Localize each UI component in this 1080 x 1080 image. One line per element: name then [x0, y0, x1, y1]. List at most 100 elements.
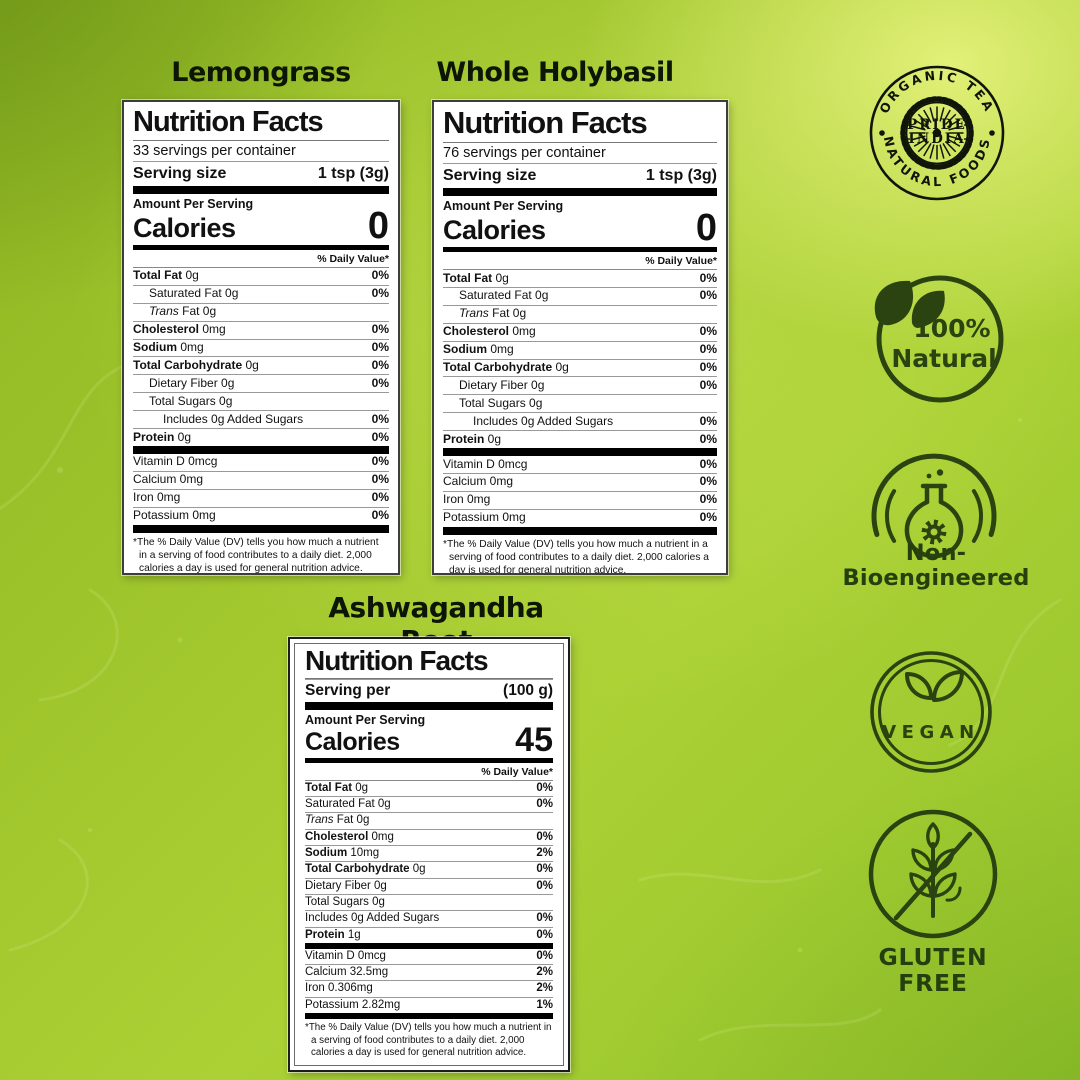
nutrient-row: Iron 0mg 0%	[443, 490, 717, 509]
gear-glyph	[921, 519, 947, 545]
non-bioengineered-caption: Non- Bioengineered	[840, 541, 1032, 591]
thick-divider	[443, 187, 717, 196]
nutrient-row: Dietary Fiber 0g 0%	[133, 374, 389, 392]
thick-divider	[305, 1013, 553, 1020]
micronutrient-rows: Vitamin D 0mcg 0% Calcium 0mg 0% Iron 0mg 0% P…	[443, 456, 717, 527]
nutrient-row: Calcium 0mg 0%	[133, 470, 389, 489]
nutrient-row: Saturated Fat 0g 0%	[443, 286, 717, 305]
logo-sunburst-rays	[910, 106, 964, 160]
calories-label: Calories	[133, 212, 236, 243]
nutrient-row: Includes 0g Added Sugars 0%	[305, 910, 553, 926]
flask-gear-icon	[871, 453, 997, 559]
calories-value: 45	[515, 720, 553, 759]
calories-value: 0	[695, 206, 717, 249]
serving-size-row: Serving size 1 tsp (3g)	[443, 164, 717, 188]
thick-divider	[133, 185, 389, 194]
nutrient-row: Sodium 10mg 2%	[305, 844, 553, 861]
nutrient-row: Total Fat 0g 0%	[133, 268, 389, 283]
nutrient-row: Includes 0g Added Sugars 0%	[443, 412, 717, 430]
vegan-label: VEGAN	[882, 722, 980, 743]
nutrient-row: Potassium 2.82mg 1%	[305, 996, 553, 1013]
nutrient-row: Iron 0.306mg 2%	[305, 980, 553, 996]
serving-size-value: 1 tsp (3g)	[645, 166, 717, 184]
nutrient-row: Includes 0g Added Sugars 0%	[133, 410, 389, 428]
nutrient-row: Cholesterol 0mg 0%	[305, 828, 553, 845]
nutrient-row: Total Sugars 0g	[133, 392, 389, 410]
nutrient-row: Total Carbohydrate 0g 0%	[133, 356, 389, 374]
nutrient-row: Total Fat 0g 0%	[305, 781, 553, 794]
nutrient-row: Vitamin D 0mcg 0%	[305, 949, 553, 962]
nutrient-row: Sodium 0mg 0%	[133, 338, 389, 357]
calories-row: Calories 0	[133, 204, 389, 247]
nutrition-facts-heading: Nutrition Facts	[305, 646, 553, 679]
nutrient-row: Total Carbohydrate 0g 0%	[443, 358, 717, 377]
nutrient-row: Calcium 32.5mg 2%	[305, 964, 553, 980]
thick-divider	[305, 942, 553, 949]
nutrient-rows: Total Fat 0g 0% Saturated Fat 0g 0% Trans Fa…	[443, 270, 717, 448]
nutrient-row: Saturated Fat 0g 0%	[133, 284, 389, 303]
crossed-wheat-icon	[868, 809, 998, 939]
thick-divider	[133, 524, 389, 533]
thick-divider	[443, 247, 717, 253]
natural-line1: 100%	[913, 314, 990, 343]
calories-row: Calories 0	[443, 206, 717, 249]
serving-size-row: Serving size 1 tsp (3g)	[133, 162, 389, 186]
calories-value: 0	[367, 204, 389, 247]
nutrient-row: Cholesterol 0mg 0%	[133, 320, 389, 339]
calories-row: Calories 45	[305, 720, 553, 759]
nutrient-row: Potassium 0mg 0%	[133, 506, 389, 525]
thick-divider	[443, 526, 717, 535]
serving-per-row: Serving per (100 g)	[305, 678, 553, 702]
serving-size-label: Serving size	[443, 166, 537, 184]
amount-per-serving: Amount Per Serving	[305, 712, 426, 727]
non-bioengineered-line1: Non-	[905, 540, 967, 566]
nutrition-facts-heading: Nutrition Facts	[443, 106, 717, 143]
nutrient-row: Sodium 0mg 0%	[443, 340, 717, 359]
gluten-free-line1: GLUTEN	[878, 943, 988, 971]
micronutrient-rows: Vitamin D 0mcg 0% Calcium 0mg 0% Iron 0mg 0% P…	[133, 454, 389, 525]
daily-value-footnote: *The % Daily Value (DV) tells you how mu…	[443, 538, 709, 575]
logo-center-line1: PRIDE	[907, 117, 967, 133]
thick-divider	[305, 757, 553, 763]
nutrient-row: Vitamin D 0mcg 0%	[133, 454, 389, 469]
nutrient-row: Cholesterol 0mg 0%	[443, 322, 717, 341]
gluten-free-caption: GLUTEN FREE	[843, 944, 1023, 996]
gluten-free-line2: FREE	[898, 969, 968, 997]
title-whole-holybasil: Whole Holybasil	[436, 57, 674, 88]
daily-value-footnote: *The % Daily Value (DV) tells you how mu…	[133, 536, 379, 574]
serving-size-value: 1 tsp (3g)	[317, 164, 389, 182]
daily-value-note: % Daily Value*	[305, 763, 553, 781]
thick-divider	[443, 448, 717, 457]
nutrient-row: Calcium 0mg 0%	[443, 472, 717, 491]
thick-divider	[133, 445, 389, 454]
nutrient-row: Trans Fat 0g	[443, 304, 717, 323]
nutrient-row: Saturated Fat 0g 0%	[305, 795, 553, 812]
amount-per-serving: Amount Per Serving	[443, 198, 564, 213]
nutrient-row: Potassium 0mg 0%	[443, 508, 717, 527]
nutrient-row: Trans Fat 0g	[305, 812, 553, 828]
nutrient-row: Dietary Fiber 0g 0%	[305, 877, 553, 894]
nutrient-row: Protein 0g 0%	[443, 430, 717, 448]
pride-of-india-logo-icon: ORGANIC TEA NATURAL FOODS PRIDE INDIA	[869, 65, 1005, 201]
nutrition-facts-heading: Nutrition Facts	[133, 107, 389, 141]
nutrient-rows: Total Fat 0g 0% Saturated Fat 0g 0% Trans Fa…	[305, 781, 553, 943]
pride-of-india-logo: ORGANIC TEA NATURAL FOODS PRIDE INDIA	[867, 63, 1007, 203]
label-inner-frame: Nutrition Facts Serving per (100 g) Amou…	[294, 643, 564, 1066]
serving-per-label: Serving per	[305, 681, 391, 699]
nutrient-row: Total Sugars 0g	[305, 893, 553, 910]
servings-per-container: 33 servings per container	[133, 141, 389, 162]
nutrient-row: Vitamin D 0mcg 0%	[443, 456, 717, 471]
natural-badge: 100% Natural	[860, 273, 1010, 413]
natural-line2: Natural	[891, 344, 996, 373]
calories-label: Calories	[443, 215, 546, 246]
title-lemongrass: Lemongrass	[171, 57, 351, 88]
daily-value-note: % Daily Value*	[133, 250, 389, 268]
nutrient-row: Dietary Fiber 0g 0%	[443, 376, 717, 394]
non-bioengineered-badge	[854, 450, 1014, 580]
daily-value-note: % Daily Value*	[443, 252, 717, 271]
micronutrient-rows: Vitamin D 0mcg 0% Calcium 32.5mg 2% Iron 0.3…	[305, 949, 553, 1013]
serving-per-value: (100 g)	[503, 681, 553, 699]
thick-divider	[133, 244, 389, 250]
non-bioengineered-line2: Bioengineered	[842, 565, 1030, 591]
